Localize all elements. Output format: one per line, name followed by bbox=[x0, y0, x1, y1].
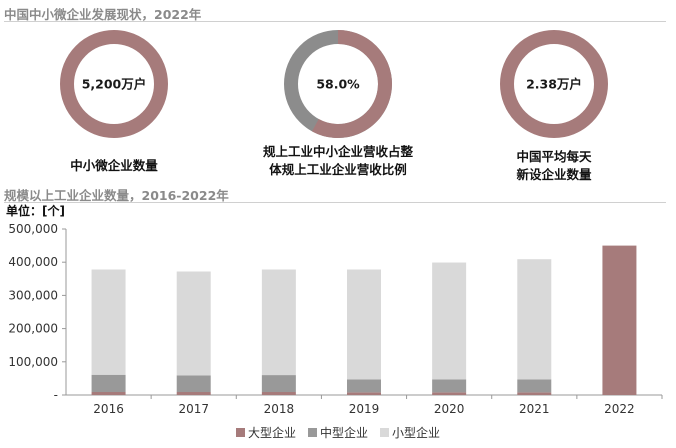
bar-segment-small bbox=[261, 269, 296, 376]
donut-ring bbox=[60, 30, 168, 138]
donut-share-arc bbox=[311, 30, 392, 138]
y-tick-label: 400,000 bbox=[8, 255, 58, 269]
legend-item: 小型企业 bbox=[380, 424, 440, 441]
bar-segment-large bbox=[432, 392, 467, 395]
kpi-label-line: 中国平均每天 bbox=[516, 149, 592, 164]
bar-segment-medium bbox=[517, 379, 552, 393]
section-divider bbox=[4, 202, 666, 203]
bar-segment-medium bbox=[176, 375, 211, 393]
legend-label: 中型企业 bbox=[319, 426, 368, 440]
x-tick-label: 2017 bbox=[178, 402, 209, 416]
y-tick-label: 100,000 bbox=[8, 355, 58, 369]
donut-value: 5,200万户 bbox=[82, 77, 147, 92]
section-title-status: 中国中小微企业发展现状，2022年 bbox=[4, 7, 202, 22]
donut-value: 2.38万户 bbox=[526, 77, 582, 92]
chart-legend: 大型企业 中型企业 小型企业 bbox=[0, 424, 676, 441]
y-tick-label: 300,000 bbox=[8, 288, 58, 302]
section-title-industrial: 规模以上工业企业数量，2016-2022年 bbox=[4, 188, 229, 203]
kpi-label-daily-new: 中国平均每天 新设企业数量 bbox=[476, 148, 632, 184]
bar-segment-large bbox=[261, 392, 296, 395]
bar-segment-small bbox=[432, 262, 467, 380]
donut-revenue-share: 58.0% bbox=[284, 30, 392, 138]
bar-segment-medium bbox=[261, 375, 296, 393]
x-tick-label: 2021 bbox=[519, 402, 550, 416]
y-tick-label: - bbox=[54, 388, 58, 402]
legend-item: 中型企业 bbox=[307, 424, 368, 441]
x-tick-label: 2016 bbox=[93, 402, 124, 416]
x-tick-label: 2019 bbox=[349, 402, 380, 416]
bar-segment-large bbox=[347, 392, 381, 395]
bar-segment-small bbox=[176, 271, 211, 376]
x-tick-label: 2018 bbox=[264, 402, 295, 416]
kpi-label-line: 体规上工业企业营收比例 bbox=[269, 162, 407, 177]
y-tick-label: 500,000 bbox=[8, 222, 58, 236]
stacked-bar-chart: - 100,000 200,000 300,000 400,000 500,000 2016… bbox=[8, 222, 663, 416]
legend-swatch bbox=[307, 428, 317, 437]
unit-label: 单位：[个] bbox=[6, 204, 65, 218]
donut-daily-new: 2.38万户 bbox=[500, 30, 608, 138]
bar-segment-medium bbox=[432, 379, 467, 393]
bar-segment-small bbox=[347, 269, 381, 380]
bar-segment-medium bbox=[91, 374, 126, 393]
legend-item: 大型企业 bbox=[235, 424, 296, 441]
kpi-label-line: 新设企业数量 bbox=[516, 167, 592, 182]
bar-segment-large bbox=[176, 392, 211, 395]
legend-swatch bbox=[235, 428, 245, 437]
donut-sme-count: 5,200万户 bbox=[60, 30, 168, 138]
bar-segment-small bbox=[517, 259, 552, 380]
bar-segment-large bbox=[517, 392, 552, 395]
donut-ring bbox=[500, 30, 608, 138]
legend-swatch bbox=[380, 428, 389, 437]
y-tick-label: 200,000 bbox=[8, 322, 58, 336]
bar-segment-medium bbox=[347, 379, 381, 393]
legend-label: 大型企业 bbox=[247, 426, 296, 440]
bar-segment-small bbox=[91, 269, 126, 375]
kpi-label-sme-count: 中小微企业数量 bbox=[70, 158, 158, 173]
bar-segment-large bbox=[91, 392, 126, 395]
x-tick-label: 2022 bbox=[604, 402, 635, 416]
bar-segment-large bbox=[602, 245, 637, 395]
legend-label: 小型企业 bbox=[392, 426, 441, 440]
kpi-label-revenue-share: 规上工业中小企业营收占整 体规上工业企业营收比例 bbox=[236, 143, 440, 179]
x-tick-label: 2020 bbox=[434, 402, 465, 416]
kpi-label-line: 规上工业中小企业营收占整 bbox=[262, 144, 413, 159]
donut-value: 58.0% bbox=[316, 77, 360, 92]
section-divider bbox=[4, 21, 666, 22]
